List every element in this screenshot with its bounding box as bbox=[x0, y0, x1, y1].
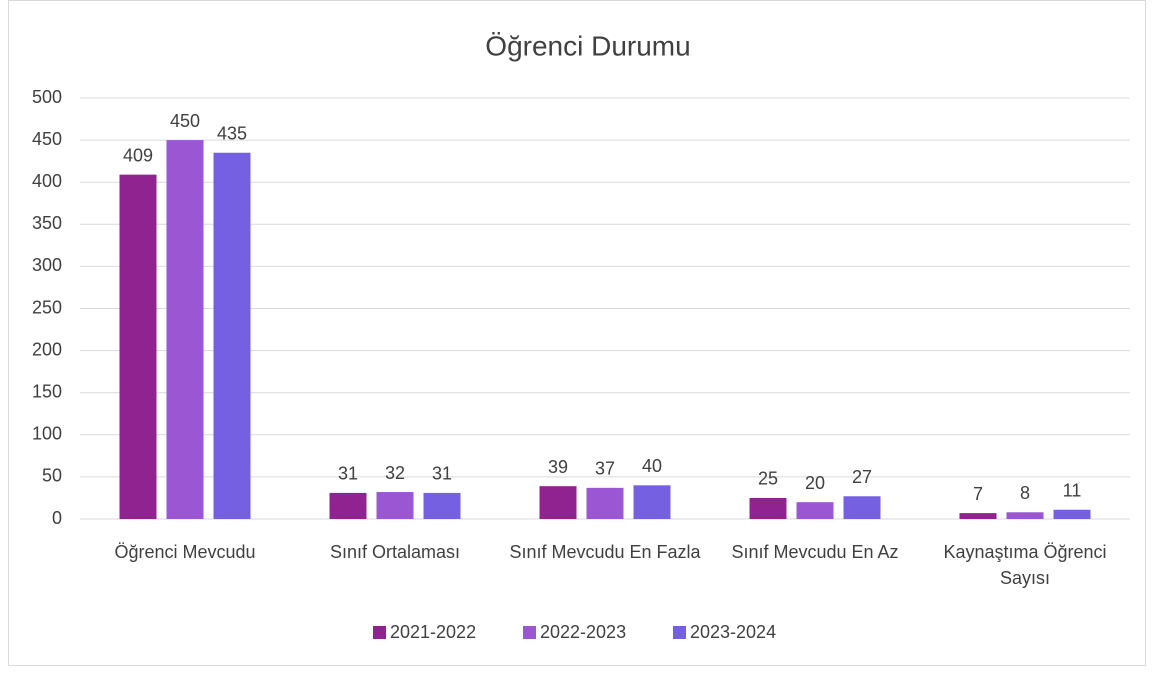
legend-swatch bbox=[373, 626, 386, 639]
bar bbox=[539, 486, 577, 519]
y-tick-label: 500 bbox=[32, 87, 62, 107]
bar bbox=[843, 496, 881, 519]
y-tick-label: 400 bbox=[32, 171, 62, 191]
bar bbox=[1006, 512, 1044, 519]
y-tick-label: 450 bbox=[32, 129, 62, 149]
y-tick-label: 150 bbox=[32, 381, 62, 401]
bar bbox=[213, 152, 251, 520]
y-tick-label: 100 bbox=[32, 424, 62, 444]
data-label: 409 bbox=[123, 145, 153, 165]
data-label: 40 bbox=[642, 456, 662, 476]
legend-label: 2023-2024 bbox=[690, 622, 776, 642]
chart-title: Öğrenci Durumu bbox=[485, 30, 690, 61]
y-tick-label: 300 bbox=[32, 255, 62, 275]
bar bbox=[166, 140, 204, 519]
data-label: 8 bbox=[1020, 483, 1030, 503]
bar bbox=[796, 502, 834, 519]
data-label: 7 bbox=[973, 484, 983, 504]
y-tick-label: 200 bbox=[32, 339, 62, 359]
y-tick-label: 350 bbox=[32, 213, 62, 233]
data-label: 27 bbox=[852, 467, 872, 487]
data-label: 11 bbox=[1063, 480, 1082, 500]
bar bbox=[586, 487, 624, 519]
data-label: 435 bbox=[217, 123, 247, 143]
bar bbox=[329, 492, 367, 519]
data-label: 25 bbox=[758, 469, 778, 489]
legend-swatch bbox=[673, 626, 686, 639]
bar bbox=[959, 513, 997, 519]
x-tick-label: Sınıf Ortalaması bbox=[329, 542, 461, 562]
x-tick-label: Sınıf Mevcudu En Fazla bbox=[509, 542, 701, 562]
legend-label: 2022-2023 bbox=[540, 622, 626, 642]
y-tick-label: 50 bbox=[42, 466, 62, 486]
y-tick-label: 250 bbox=[32, 297, 62, 317]
bar bbox=[633, 485, 671, 519]
x-tick-label: Kaynaştıma Öğrenci Sayısı bbox=[943, 542, 1107, 588]
bar bbox=[749, 497, 787, 519]
bar bbox=[423, 492, 461, 519]
data-label: 32 bbox=[385, 463, 405, 483]
legend-label: 2021-2022 bbox=[390, 622, 476, 642]
data-label: 37 bbox=[595, 459, 615, 479]
data-label: 39 bbox=[548, 457, 568, 477]
bar bbox=[1053, 509, 1091, 519]
x-tick-label: Sınıf Mevcudu En Az bbox=[731, 542, 899, 562]
x-tick-label: Öğrenci Mevcudu bbox=[114, 542, 256, 562]
bar bbox=[119, 174, 157, 519]
data-label: 20 bbox=[805, 473, 825, 493]
bar bbox=[376, 492, 414, 519]
data-label: 450 bbox=[170, 111, 200, 131]
data-label: 31 bbox=[338, 464, 358, 484]
legend-swatch bbox=[523, 626, 536, 639]
data-label: 31 bbox=[432, 464, 452, 484]
y-tick-label: 0 bbox=[52, 508, 62, 528]
